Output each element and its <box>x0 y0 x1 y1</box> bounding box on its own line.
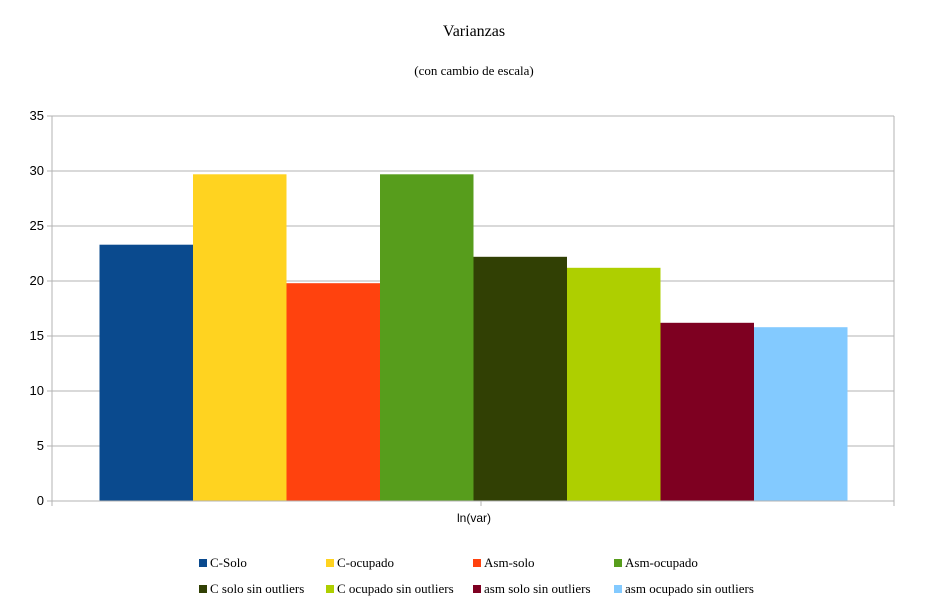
legend-label: asm ocupado sin outliers <box>625 581 754 596</box>
legend-swatch <box>473 585 481 593</box>
y-tick-label: 0 <box>37 493 44 508</box>
bar-4 <box>380 174 474 502</box>
bar-1 <box>99 244 193 501</box>
legend-label: C solo sin outliers <box>210 581 304 596</box>
legend-swatch <box>473 559 481 567</box>
bar-8 <box>754 327 848 501</box>
bar-5 <box>473 256 567 501</box>
legend-swatch <box>199 559 207 567</box>
legend-swatch <box>326 559 334 567</box>
y-tick-label: 15 <box>30 328 44 343</box>
y-tick-label: 20 <box>30 273 44 288</box>
bars <box>99 174 848 502</box>
legend-label: C ocupado sin outliers <box>337 581 454 596</box>
legend-label: C-Solo <box>210 555 247 570</box>
bar-2 <box>193 174 287 502</box>
axes <box>51 116 895 506</box>
chart-title: Varianzas <box>443 23 505 40</box>
legend-swatch <box>614 585 622 593</box>
legend-label: asm solo sin outliers <box>484 581 591 596</box>
bar-3 <box>286 283 380 501</box>
bar-7 <box>660 322 754 501</box>
chart-subtitle: (con cambio de escala) <box>414 63 533 78</box>
bar-6 <box>567 267 661 501</box>
legend-label: Asm-ocupado <box>625 555 698 570</box>
y-tick-labels: 0 5 10 15 20 25 30 35 <box>30 108 44 508</box>
legend-swatch <box>199 585 207 593</box>
legend-label: Asm-solo <box>484 555 535 570</box>
legend-label: C-ocupado <box>337 555 394 570</box>
y-tick-label: 10 <box>30 383 44 398</box>
legend: C-Solo C-ocupado Asm-solo Asm-ocupado C solo… <box>199 555 754 596</box>
y-tick-label: 25 <box>30 218 44 233</box>
x-axis-label: ln(var) <box>457 511 491 525</box>
legend-swatch <box>326 585 334 593</box>
legend-swatch <box>614 559 622 567</box>
y-tick-label: 30 <box>30 163 44 178</box>
y-tick-label: 35 <box>30 108 44 123</box>
y-tick-label: 5 <box>37 438 44 453</box>
